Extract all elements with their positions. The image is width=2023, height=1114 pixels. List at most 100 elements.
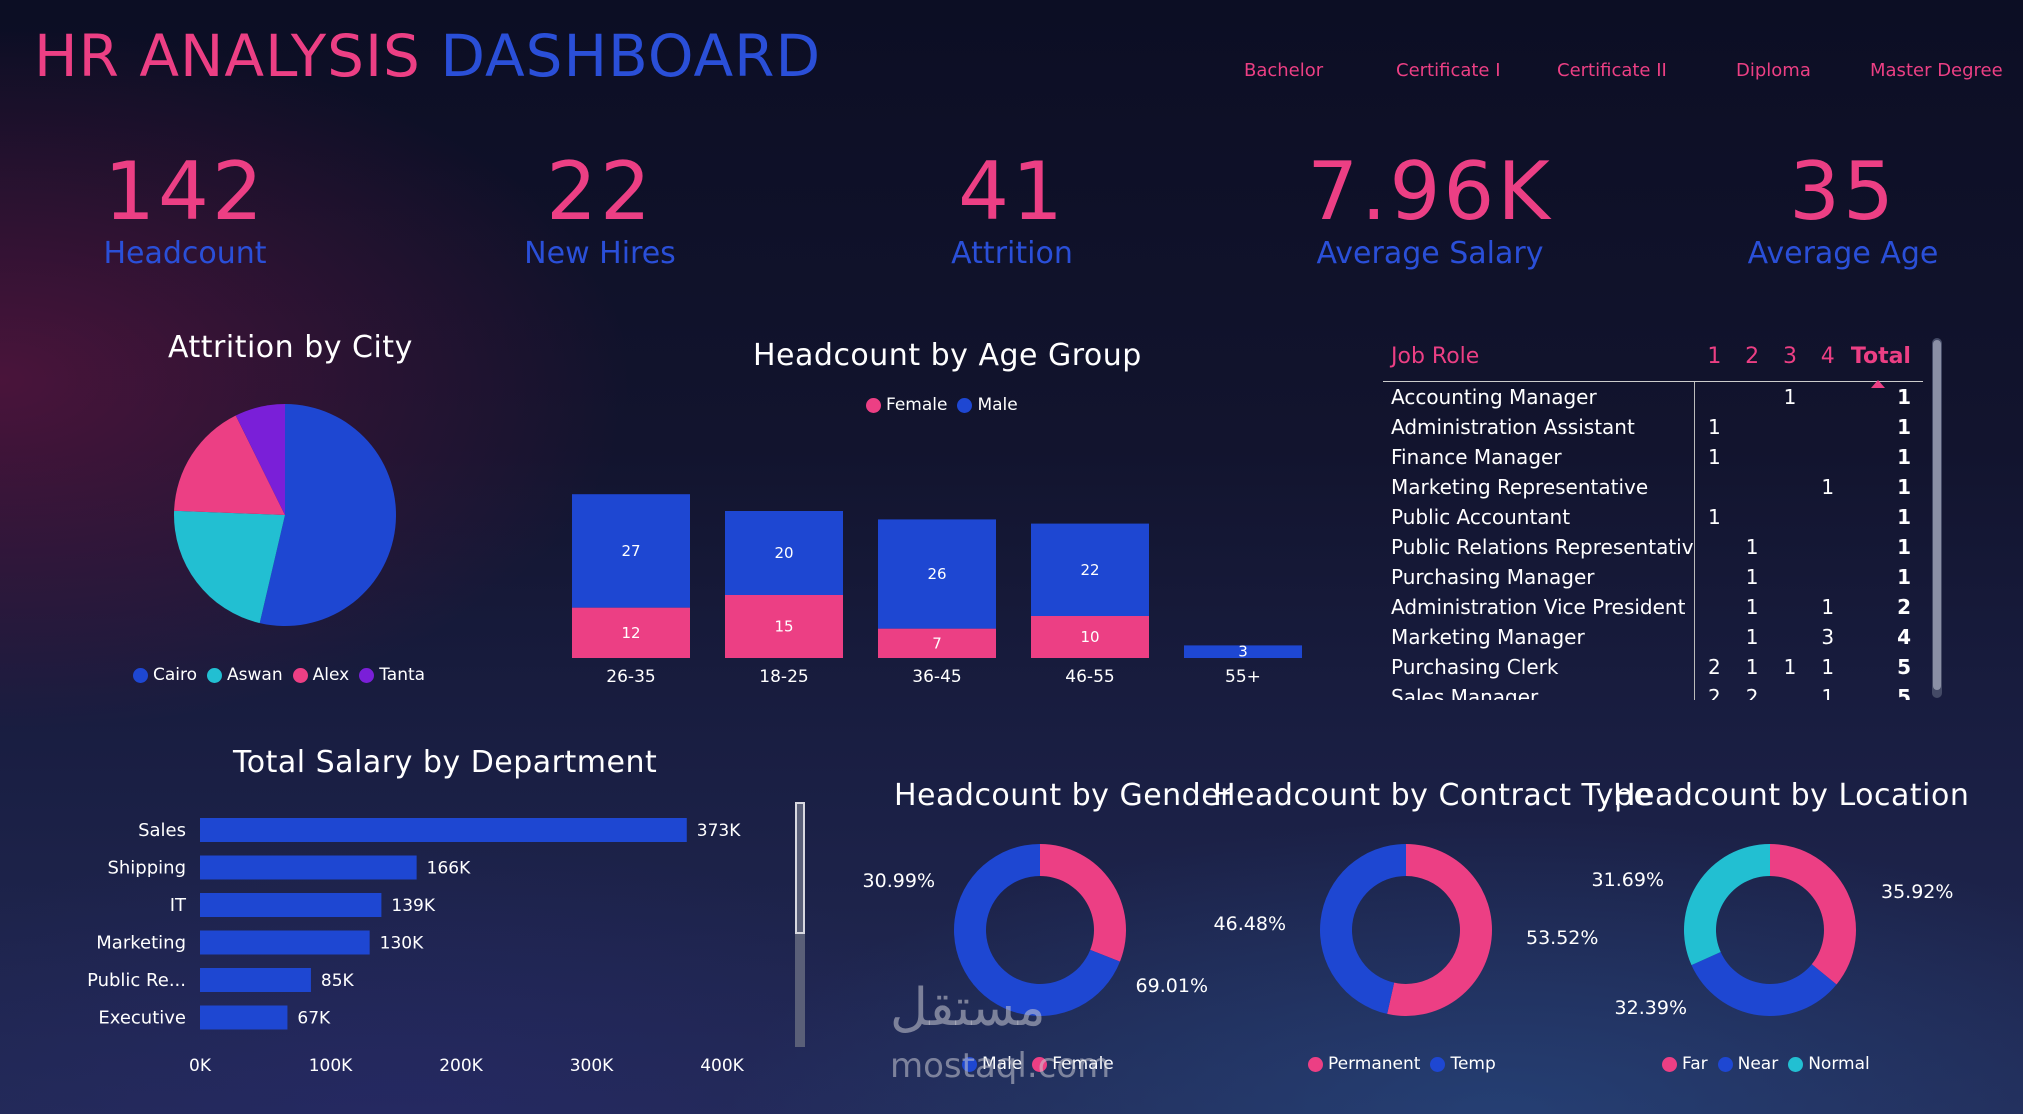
legend-item-normal[interactable]: Normal	[1788, 1054, 1870, 1074]
donut-slice-far[interactable]	[1770, 844, 1856, 985]
job-role-cell: Purchasing Clerk	[1383, 652, 1696, 682]
bar-it[interactable]	[200, 893, 382, 917]
bar-value-label: 139K	[391, 896, 435, 916]
table-row[interactable]: Administration Assistant 1 1	[1383, 412, 1923, 442]
bar-public-re-[interactable]	[200, 968, 311, 992]
count-cell: 1	[1783, 385, 1797, 409]
headcount-by-contract-chart[interactable]: 53.52% 46.48%	[1210, 830, 1610, 1060]
col-header-1[interactable]: 1	[1707, 344, 1722, 369]
table-row[interactable]: Marketing Manager 1 3 4	[1383, 622, 1923, 652]
job-role-cell: Marketing Representative	[1383, 472, 1696, 502]
headcount-by-location-chart[interactable]: 35.92% 32.39% 31.69%	[1580, 830, 2000, 1060]
attrition-by-city-chart[interactable]	[160, 390, 410, 640]
legend-item-temp[interactable]: Temp	[1430, 1054, 1496, 1074]
donut-slice-female[interactable]	[1040, 844, 1126, 962]
filter-diploma[interactable]: Diploma	[1736, 60, 1811, 81]
count-cell: 1	[1821, 595, 1835, 619]
donut-slice-male[interactable]	[954, 844, 1120, 1016]
bar-36-45-male[interactable]	[878, 519, 996, 629]
filter-certificate-i[interactable]: Certificate I	[1396, 60, 1501, 81]
legend-item-tanta[interactable]: Tanta	[359, 665, 425, 685]
col-header-total[interactable]: Total	[1847, 344, 1923, 388]
y-category-label: Sales	[138, 820, 186, 841]
table-row[interactable]: Public Accountant 1 1	[1383, 502, 1923, 532]
bar-18-25-male[interactable]	[725, 511, 843, 595]
bar-46-55-male[interactable]	[1031, 523, 1149, 616]
donut-slice-permanent[interactable]	[1387, 844, 1492, 1016]
filter-certificate-ii[interactable]: Certificate II	[1557, 60, 1667, 81]
legend-label: Far	[1682, 1054, 1708, 1074]
pie-slice-tanta[interactable]	[235, 404, 285, 515]
table-row[interactable]: Purchasing Clerk 2 1 1 1 5	[1383, 652, 1923, 682]
legend-item-female[interactable]: Female	[866, 395, 947, 415]
table-row[interactable]: Finance Manager 1 1	[1383, 442, 1923, 472]
legend-item-near[interactable]: Near	[1717, 1054, 1778, 1074]
salary-by-department-chart[interactable]: Sales 373K Shipping 166K IT 139K Marketing 130K…	[60, 800, 820, 1090]
job-role-table[interactable]: Job Role 1 2 3 4 Total Accounting Manage…	[1383, 332, 1923, 700]
legend-label: Cairo	[153, 665, 198, 685]
legend-item-permanent[interactable]: Permanent	[1308, 1054, 1420, 1074]
donut-slice-temp[interactable]	[1320, 844, 1406, 1014]
bar-55+-male[interactable]	[1184, 645, 1302, 658]
bar-shipping[interactable]	[200, 855, 417, 880]
legend-item-alex[interactable]: Alex	[292, 665, 349, 685]
pie-slice-alex[interactable]	[174, 415, 285, 515]
y-category-label: IT	[170, 895, 187, 916]
bar-executive[interactable]	[200, 1005, 288, 1030]
legend-dot	[1308, 1056, 1323, 1072]
headcount-by-age-chart[interactable]: 12 27 26-35 15 20 18-25 7 26 36-45 10 22 46-55 3 55+	[560, 430, 1320, 690]
filter-master-degree[interactable]: Master Degree	[1870, 60, 2003, 81]
legend-label: Aswan	[227, 665, 283, 685]
kpi-label: Average Salary	[1316, 236, 1544, 271]
col-header-job-role[interactable]: Job Role	[1391, 344, 1480, 369]
bar-26-35-female[interactable]	[572, 607, 690, 658]
scrollbar-thumb[interactable]	[795, 802, 805, 934]
job-table-scrollbar[interactable]	[1932, 338, 1942, 698]
legend-item-cairo[interactable]: Cairo	[133, 665, 197, 685]
bar-46-55-female[interactable]	[1031, 616, 1149, 658]
bar-value-label: 22	[1080, 561, 1099, 579]
table-row[interactable]: Accounting Manager 1 1	[1383, 382, 1923, 412]
col-header-4[interactable]: 4	[1820, 344, 1835, 369]
donut-slice-near[interactable]	[1691, 952, 1837, 1016]
table-row[interactable]: Public Relations Representative 1 1	[1383, 532, 1923, 562]
legend-item-aswan[interactable]: Aswan	[207, 665, 283, 685]
legend-item-female[interactable]: Female	[1032, 1054, 1114, 1074]
salary-chart-scrollbar[interactable]	[795, 802, 805, 1047]
bar-26-35-male[interactable]	[572, 494, 690, 608]
job-role-cell: Finance Manager	[1383, 442, 1696, 472]
filter-bachelor[interactable]: Bachelor	[1244, 60, 1324, 81]
headcount-by-gender-chart[interactable]: 69.01% 30.99%	[860, 830, 1240, 1060]
scrollbar-thumb[interactable]	[1933, 340, 1941, 690]
donut-slice-normal[interactable]	[1684, 844, 1770, 966]
count-cell: 1	[1783, 655, 1797, 679]
headcount-by-contract-title: Headcount by Contract Type	[1213, 778, 1653, 813]
bar-18-25-female[interactable]	[725, 595, 843, 658]
kpi-value: 22	[546, 145, 654, 238]
y-category-label: Shipping	[107, 858, 186, 879]
count-cell: 1	[1745, 565, 1759, 589]
table-row[interactable]: Sales Manager 2 2 1 5	[1383, 682, 1923, 700]
kpi-value: 35	[1789, 145, 1897, 238]
donut-percent-label: 69.01%	[1136, 975, 1208, 997]
bar-sales[interactable]	[200, 818, 687, 842]
pie-slice-cairo[interactable]	[259, 404, 396, 626]
kpi-average-salary: 7.96K Average Salary	[1280, 145, 1580, 272]
bar-marketing[interactable]	[200, 930, 370, 955]
table-row[interactable]: Purchasing Manager 1 1	[1383, 562, 1923, 592]
legend-item-male[interactable]: Male	[962, 1054, 1022, 1074]
legend-label: Permanent	[1328, 1054, 1421, 1074]
table-row[interactable]: Marketing Representative 1 1	[1383, 472, 1923, 502]
legend-item-far[interactable]: Far	[1662, 1054, 1708, 1074]
col-header-3[interactable]: 3	[1782, 344, 1797, 369]
bar-value-label: 3	[1238, 643, 1248, 661]
bar-36-45-female[interactable]	[878, 628, 996, 658]
pie-slice-aswan[interactable]	[174, 510, 285, 624]
total-cell: 4	[1897, 625, 1911, 649]
legend-item-male[interactable]: Male	[957, 395, 1018, 415]
kpi-value: 7.96K	[1307, 145, 1553, 238]
x-tick-label: 36-45	[912, 667, 961, 687]
table-row[interactable]: Administration Vice President 1 1 2	[1383, 592, 1923, 622]
col-header-2[interactable]: 2	[1745, 344, 1760, 369]
age-group-legend: Female Male	[866, 395, 1018, 415]
